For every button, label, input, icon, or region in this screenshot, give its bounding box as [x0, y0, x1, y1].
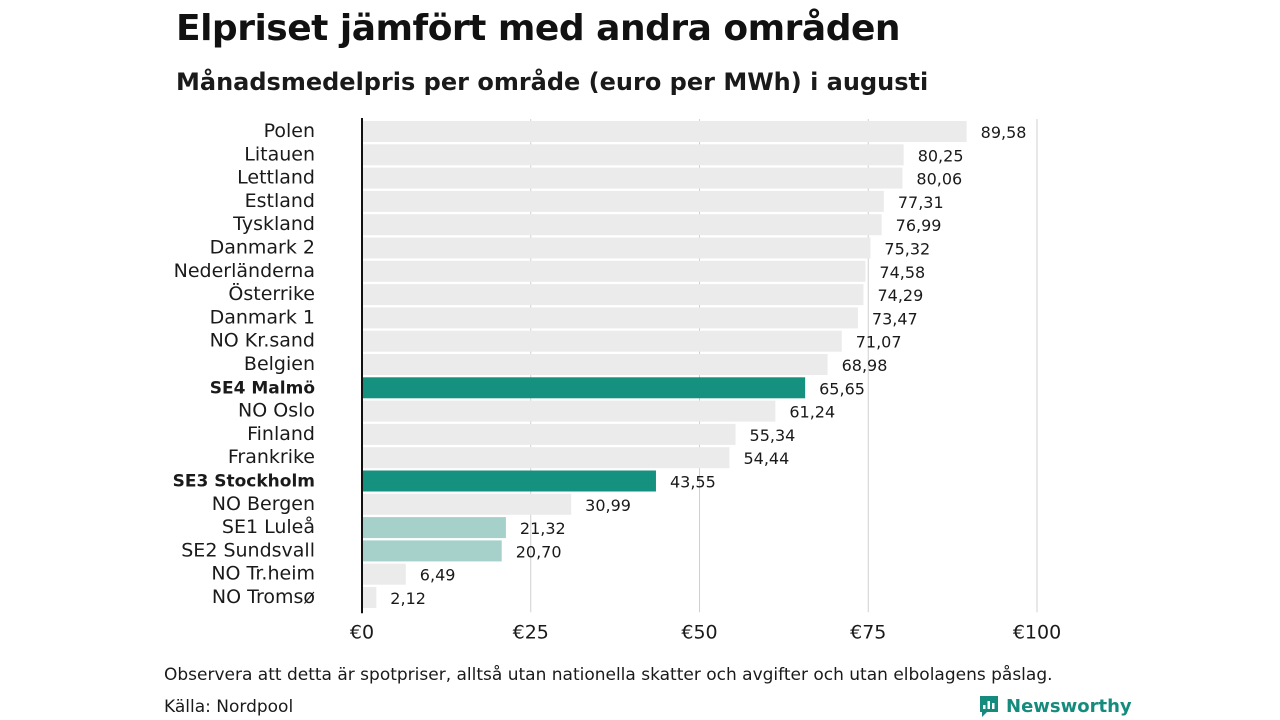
value-label: 21,32	[520, 519, 566, 538]
category-label: Belgien	[244, 353, 315, 375]
bar	[362, 214, 882, 236]
footnote: Observera att detta är spotpriser, allts…	[164, 665, 1053, 685]
bar	[362, 121, 967, 142]
bar	[362, 377, 806, 399]
bar	[362, 423, 736, 445]
bar-chart: PolenLitauenLettlandEstlandTysklandDanma…	[173, 118, 1061, 643]
newsworthy-logo-icon	[980, 696, 998, 717]
value-label: 75,32	[884, 240, 930, 259]
value-labels: 89,58 80,25 80,06 77,31 76,99 75,32 74,58 74,29…	[390, 123, 1026, 608]
bar	[362, 563, 406, 585]
x-axis-ticks: €0 €25 €50 €75 €100	[350, 621, 1061, 643]
chart-title: Elpriset jämfört med andra områden	[176, 8, 901, 49]
category-label: Nederländerna	[174, 260, 315, 282]
value-label: 74,58	[879, 263, 925, 282]
bar	[362, 517, 506, 539]
bar	[362, 493, 572, 515]
value-label: 20,70	[516, 542, 562, 561]
bars	[362, 121, 967, 608]
bar	[362, 354, 828, 375]
value-label: 65,65	[819, 379, 865, 398]
category-label: Polen	[264, 120, 315, 142]
x-tick-label: €75	[850, 621, 886, 643]
category-label: Danmark 1	[210, 306, 315, 328]
bar	[362, 144, 904, 166]
bar	[362, 447, 730, 469]
bar	[362, 307, 858, 329]
value-label: 76,99	[896, 216, 942, 235]
category-label: NO Tromsø	[212, 586, 315, 608]
bar	[362, 540, 502, 562]
category-label: Frankrike	[228, 446, 315, 468]
value-label: 54,44	[743, 449, 789, 468]
category-label: Lettland	[237, 167, 315, 189]
value-label: 55,34	[750, 426, 796, 445]
x-tick-label: €25	[513, 621, 549, 643]
value-label: 43,55	[670, 473, 716, 492]
category-label: Finland	[247, 423, 315, 445]
newsworthy-logo-text: Newsworthy	[1006, 695, 1132, 717]
value-label: 30,99	[585, 496, 631, 515]
bar	[362, 260, 866, 282]
category-label: NO Oslo	[238, 400, 315, 422]
x-tick-label: €0	[350, 621, 374, 643]
bar	[362, 284, 864, 306]
category-label: Danmark 2	[210, 237, 315, 259]
value-label: 71,07	[856, 333, 902, 352]
value-label: 89,58	[981, 123, 1027, 142]
bar	[362, 330, 842, 352]
value-label: 6,49	[420, 566, 456, 585]
category-label: SE4 Malmö	[210, 378, 315, 398]
category-label: SE3 Stockholm	[173, 472, 315, 492]
category-label: NO Tr.heim	[211, 563, 315, 585]
chart-subtitle: Månadsmedelpris per område (euro per MWh…	[176, 68, 929, 96]
category-label: Tyskland	[232, 213, 315, 235]
newsworthy-logo[interactable]: Newsworthy	[978, 694, 1132, 718]
category-label: Litauen	[244, 143, 315, 165]
source-note: Källa: Nordpool	[164, 697, 294, 717]
category-label: SE1 Luleå	[222, 515, 315, 538]
x-tick-label: €100	[1013, 621, 1061, 643]
value-label: 77,31	[898, 193, 944, 212]
value-label: 80,06	[916, 170, 962, 189]
value-label: 73,47	[872, 309, 918, 328]
category-label: Österrike	[228, 282, 315, 305]
bar	[362, 190, 884, 212]
value-label: 68,98	[842, 356, 888, 375]
category-label: NO Bergen	[212, 493, 315, 515]
bar	[362, 400, 776, 422]
category-label: Estland	[245, 190, 315, 212]
bar	[362, 237, 871, 259]
category-label: SE2 Sundsvall	[181, 539, 315, 561]
value-label: 74,29	[877, 286, 923, 305]
bar	[362, 167, 903, 189]
x-tick-label: €50	[681, 621, 717, 643]
bar	[362, 587, 377, 608]
category-label: NO Kr.sand	[210, 330, 315, 352]
category-labels: PolenLitauenLettlandEstlandTysklandDanma…	[173, 120, 315, 608]
value-label: 2,12	[390, 589, 426, 608]
value-label: 80,25	[918, 146, 964, 165]
value-label: 61,24	[789, 403, 835, 422]
bar	[362, 470, 656, 492]
